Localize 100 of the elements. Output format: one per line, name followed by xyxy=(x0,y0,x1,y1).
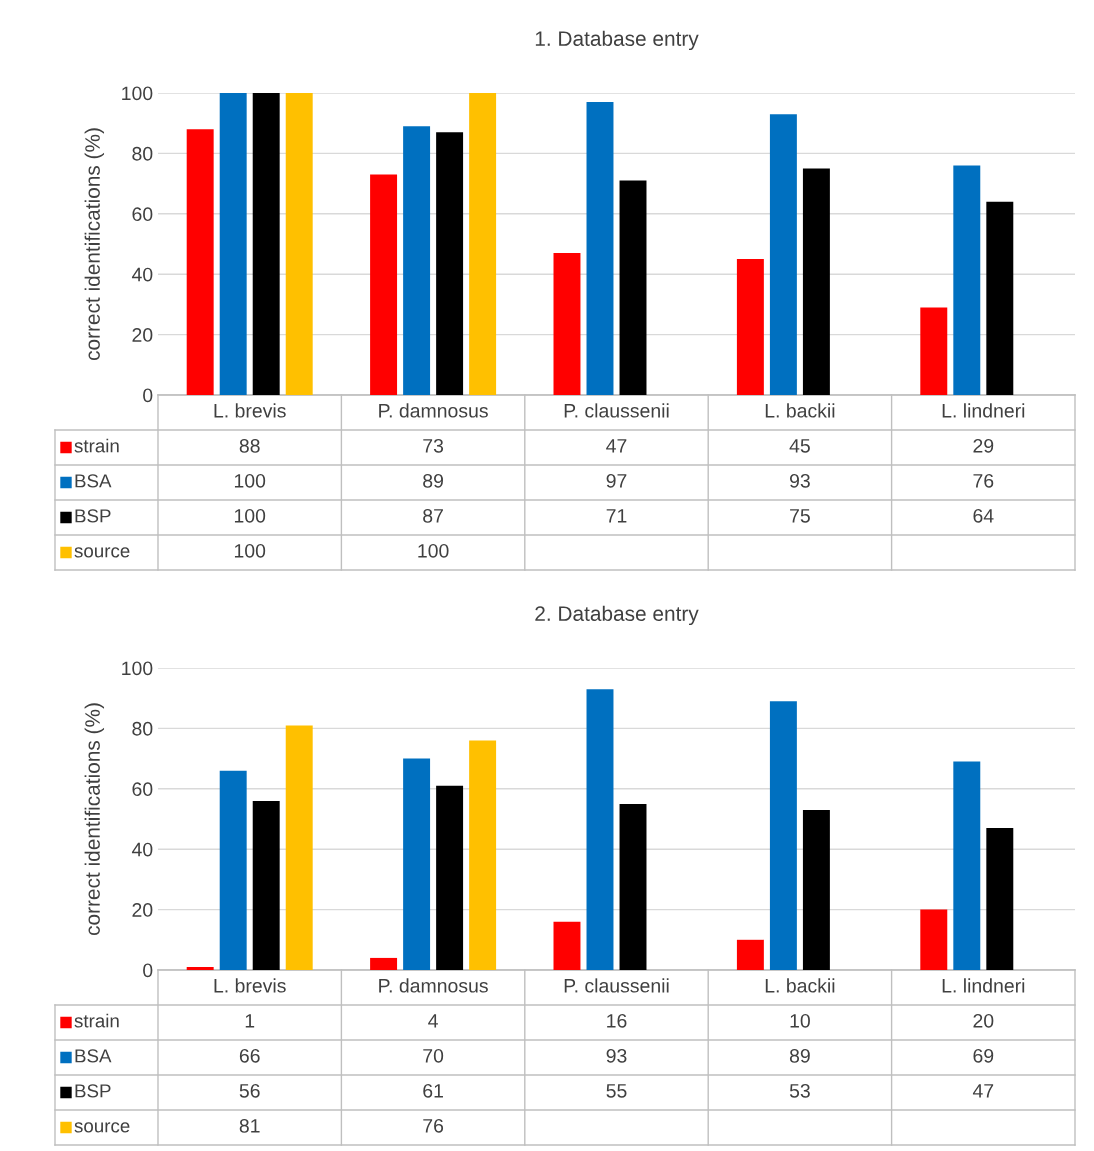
data-label: 88 xyxy=(239,438,260,453)
y-tick-label: 100 xyxy=(122,86,153,101)
bar xyxy=(769,701,797,970)
x-tick-label: P. damnosus xyxy=(379,978,488,993)
bar xyxy=(553,253,581,395)
data-label: 93 xyxy=(606,1048,627,1063)
legend-label: BSA xyxy=(75,474,112,488)
y-tick-label: 80 xyxy=(132,146,153,161)
bar xyxy=(586,102,614,395)
y-tick-label: 60 xyxy=(132,782,153,797)
bar xyxy=(252,800,280,970)
y-tick-label: 40 xyxy=(131,267,153,282)
bar xyxy=(370,957,398,970)
y-tick-label: 60 xyxy=(132,207,153,222)
x-tick-label: L. lindneri xyxy=(942,978,1025,993)
bar xyxy=(986,828,1014,970)
x-tick-label: L. brevis xyxy=(214,403,286,418)
data-label: 45 xyxy=(789,439,810,453)
data-label: 29 xyxy=(973,438,994,453)
bar xyxy=(285,93,313,395)
bar xyxy=(920,909,948,970)
legend-label: source xyxy=(74,547,130,558)
data-label: 100 xyxy=(234,508,266,523)
y-tick-label: 100 xyxy=(122,661,153,676)
data-label: 20 xyxy=(973,1013,994,1028)
bar xyxy=(553,921,581,970)
x-tick-label: P. claussenii xyxy=(564,403,669,418)
data-label: 75 xyxy=(790,509,810,523)
bar xyxy=(370,174,398,395)
bar xyxy=(403,758,431,970)
data-label: 89 xyxy=(789,1048,810,1063)
bar xyxy=(619,803,647,970)
bar xyxy=(953,165,981,395)
data-label: 61 xyxy=(423,1083,443,1098)
x-tick-label: L. brevis xyxy=(214,978,286,993)
bar xyxy=(219,770,247,970)
legend-label: BSP xyxy=(75,509,111,523)
bar xyxy=(469,93,497,395)
data-label: 89 xyxy=(423,473,443,488)
data-label: 70 xyxy=(423,1048,444,1063)
bar xyxy=(920,307,948,395)
bar xyxy=(219,93,247,395)
data-label: 100 xyxy=(234,473,266,488)
data-label: 56 xyxy=(239,1083,260,1098)
legend-label: BSA xyxy=(75,1049,112,1063)
y-tick-label: 80 xyxy=(132,721,153,736)
bar xyxy=(469,740,497,970)
x-tick-label: L. backii xyxy=(765,403,835,418)
bar xyxy=(769,114,797,395)
bar xyxy=(619,180,647,395)
data-label: 53 xyxy=(789,1083,810,1098)
data-label: 76 xyxy=(973,473,994,488)
y-tick-label: 20 xyxy=(132,328,153,342)
y-tick-label: 0 xyxy=(143,388,153,403)
legend-label: BSP xyxy=(75,1084,111,1098)
data-label: 93 xyxy=(790,473,810,488)
data-label: 100 xyxy=(234,543,266,558)
data-label: 73 xyxy=(423,438,444,453)
bar xyxy=(285,725,313,970)
y-tick-label: 0 xyxy=(143,963,153,978)
legend-label: strain xyxy=(74,438,119,453)
data-label: 47 xyxy=(972,1084,994,1098)
data-label: 55 xyxy=(606,1084,627,1098)
bar xyxy=(252,93,280,395)
chart-title: 2. Database entry xyxy=(535,605,699,626)
data-label: 81 xyxy=(239,1118,260,1133)
bar xyxy=(802,168,830,395)
y-tick-label: 40 xyxy=(131,842,153,857)
y-axis-title: correct identifications (%) xyxy=(84,703,105,936)
bar xyxy=(186,966,214,970)
bar xyxy=(436,785,464,970)
data-label: 66 xyxy=(239,1048,260,1063)
x-tick-label: P. damnosus xyxy=(379,403,488,418)
bar xyxy=(403,126,431,395)
data-label: 87 xyxy=(423,508,443,523)
data-label: 10 xyxy=(790,1013,810,1028)
bar xyxy=(953,761,981,970)
legend-label: strain xyxy=(74,1013,119,1028)
data-label: 100 xyxy=(418,543,449,558)
data-label: 64 xyxy=(973,508,994,523)
chart-title: 1. Database entry xyxy=(535,30,699,51)
bar xyxy=(436,132,464,395)
data-label: 47 xyxy=(606,439,627,453)
data-label: 1 xyxy=(245,1014,255,1028)
legend-label: source xyxy=(74,1122,130,1133)
data-label: 71 xyxy=(606,509,627,523)
y-tick-label: 20 xyxy=(132,903,153,917)
data-label: 69 xyxy=(973,1048,994,1063)
x-tick-label: L. lindneri xyxy=(942,403,1025,418)
bar xyxy=(802,809,830,970)
bar xyxy=(736,259,764,395)
bar xyxy=(986,201,1014,395)
data-label: 76 xyxy=(423,1118,444,1133)
data-label: 16 xyxy=(607,1013,627,1028)
x-tick-label: L. backii xyxy=(765,978,835,993)
x-tick-label: P. claussenii xyxy=(564,978,669,993)
data-label: 4 xyxy=(428,1014,438,1028)
bar xyxy=(186,129,214,395)
bar xyxy=(736,939,764,970)
bar xyxy=(586,689,614,970)
